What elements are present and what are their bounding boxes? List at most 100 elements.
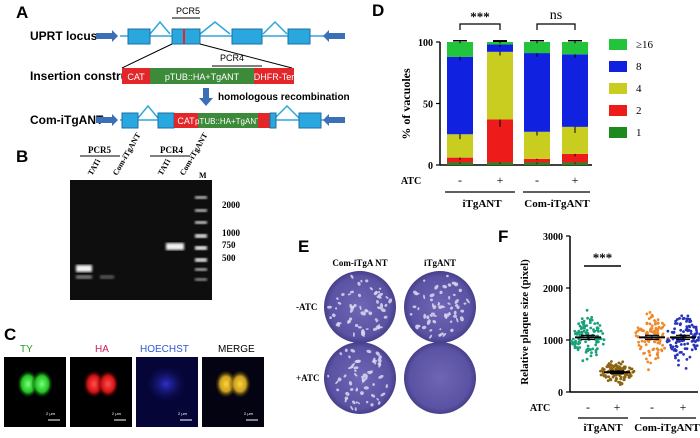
e-plaque: [367, 370, 372, 375]
gel-image: [70, 180, 212, 300]
d-y-tick-label: 0: [428, 161, 433, 172]
f-point: [599, 373, 603, 377]
panel-b: B PCR5 PCR4 TATi Com-iTgANT TATi Com-iTg…: [16, 131, 241, 300]
e-plaque: [456, 317, 459, 323]
d-y-tick-label: 100: [418, 38, 433, 49]
d-x-cat-label: -: [458, 173, 462, 187]
f-point: [657, 325, 661, 329]
f-group-label-1: iTgANT: [583, 422, 623, 434]
e-plaque: [460, 309, 465, 313]
f-point: [623, 375, 627, 379]
band-lane2-faint: [100, 275, 114, 279]
ladder-band-1: [195, 196, 207, 199]
e-plaque: [441, 305, 444, 309]
e-plaque: [432, 314, 437, 317]
f-point: [580, 321, 584, 324]
f-point: [577, 337, 581, 341]
f-point: [675, 340, 679, 343]
d-legend-label-8: 8: [636, 61, 642, 73]
f-point: [660, 349, 664, 353]
f-point: [584, 340, 587, 344]
e-plaque: [429, 314, 433, 317]
e-plaque: [378, 287, 382, 290]
panel-a: A UPRT locus PCR5 PCR4 Insertion constru…: [16, 3, 350, 129]
e-plaque: [365, 309, 369, 313]
e-plaque: [350, 290, 354, 294]
d-x-axis: ATC - + - + iTgANT Com-iTgANT: [401, 173, 591, 210]
f-point: [656, 318, 660, 321]
d-bar-seg-4: [524, 131, 550, 159]
e-plaque: [380, 308, 386, 313]
d-sig-label-1: ***: [470, 9, 490, 24]
e-plaque: [429, 329, 433, 332]
f-point: [652, 347, 656, 351]
f-point: [679, 322, 682, 325]
e-plaque: [359, 391, 364, 396]
e-plaque: [335, 323, 339, 327]
e-plaque: [354, 360, 361, 363]
d-condition-label: ATC: [401, 176, 421, 187]
lane-label-2: Com-iTgANT: [111, 131, 143, 177]
f-point: [606, 363, 610, 367]
f-x-cat-label: -: [650, 400, 654, 414]
e-plaque: [377, 306, 382, 310]
dhfr-box: [254, 68, 294, 84]
e-plaque: [438, 305, 442, 310]
f-point: [622, 378, 626, 382]
f-point: [670, 347, 674, 351]
e-plaque: [357, 293, 362, 298]
f-y-tick-label: 1000: [543, 336, 563, 347]
f-point: [617, 361, 621, 365]
e-plaque: [336, 388, 340, 392]
f-point: [573, 346, 577, 350]
f-point: [683, 342, 686, 346]
f-point: [675, 345, 679, 348]
exon-2: [171, 28, 201, 45]
channel-label-ha: HA: [95, 344, 109, 355]
d-legend-swatch-2: [609, 105, 627, 116]
ladder-band-4: [195, 234, 207, 238]
f-point: [611, 368, 614, 371]
f-point: [577, 322, 581, 326]
f-point: [637, 340, 640, 344]
d-bar-seg-2: [524, 158, 550, 163]
f-point: [648, 322, 652, 326]
f-point: [647, 340, 651, 343]
f-point: [690, 348, 694, 352]
e-plaque: [357, 281, 361, 286]
e-plaque: [434, 284, 439, 290]
f-point: [650, 324, 654, 328]
panel-e: E Com-iTgA NT iTgANT -ATC +ATC: [296, 237, 476, 414]
e-plaque: [366, 349, 372, 354]
f-point: [678, 351, 682, 354]
f-point: [573, 329, 577, 333]
e-plaque: [349, 307, 354, 313]
e-plaque: [359, 305, 362, 310]
f-axes: 0 1000 2000 3000: [543, 232, 698, 399]
e-plaque: [335, 380, 339, 385]
e-plaque: [377, 290, 381, 294]
f-point: [689, 329, 693, 333]
e-plaque: [371, 359, 378, 363]
uprt-locus-label: UPRT locus: [30, 29, 98, 43]
panel-letter-e: E: [298, 237, 309, 256]
f-x-cat-label: -: [586, 400, 590, 414]
f-point: [601, 342, 605, 346]
f-y-tick-label: 2000: [543, 284, 563, 295]
f-point: [645, 357, 648, 361]
com-arrow-left: [96, 114, 118, 126]
f-point: [606, 379, 610, 383]
f-point: [679, 343, 683, 346]
f-point: [589, 326, 593, 330]
e-row-label-plus: +ATC: [296, 373, 319, 383]
e-plaque: [352, 332, 355, 337]
f-point: [602, 338, 606, 342]
f-point: [580, 317, 584, 320]
f-point: [655, 347, 659, 351]
channel-label-ty: TY: [20, 344, 33, 355]
e-plaque: [355, 388, 358, 392]
com-exon-1: [121, 112, 139, 129]
f-point: [599, 369, 602, 373]
e-plaque: [432, 305, 437, 310]
e-plaque: [341, 293, 345, 296]
